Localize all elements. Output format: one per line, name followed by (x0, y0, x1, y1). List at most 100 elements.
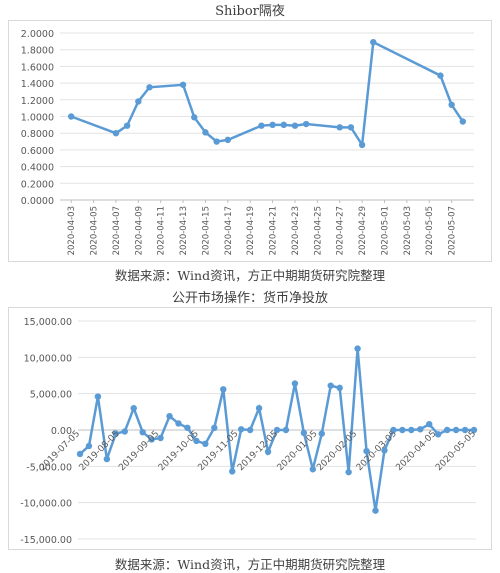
data-point (229, 468, 236, 475)
chart2-title: 公开市场操作：货币净投放 (171, 291, 328, 306)
data-point (282, 426, 290, 434)
y-tick-label: 0.00 (51, 426, 72, 437)
data-point (459, 118, 467, 125)
chart1-source: 数据来源：Wind资讯，方正中期期货研究院整理 (114, 268, 386, 283)
x-tick-label: 2020-05-01 (380, 206, 390, 255)
y-tick-label: 1.2000 (21, 96, 54, 107)
data-point (417, 426, 424, 433)
net-injection-chart-frame (8, 307, 492, 550)
data-point (434, 431, 442, 438)
x-tick-label: 2020-04-25 (313, 206, 323, 255)
y-tick-label: 0.2000 (21, 179, 54, 190)
data-point (202, 129, 209, 136)
x-tick-label: 2020-04-17 (224, 206, 234, 255)
y-tick-label: 10,000.00 (24, 353, 72, 364)
shibor-chart-frame (8, 20, 492, 262)
y-tick-label: 15,000.00 (24, 317, 72, 328)
data-point (390, 426, 397, 434)
data-point (202, 440, 209, 448)
data-point (255, 405, 263, 412)
x-tick-label: 2020-04-13 (179, 206, 189, 255)
x-tick-label: 2020-04-23 (291, 206, 301, 255)
data-point (103, 455, 111, 463)
data-point (437, 72, 444, 79)
x-tick-label: 2020-04-03 (67, 206, 77, 255)
data-point (300, 429, 308, 437)
data-point (408, 426, 415, 434)
shibor-chart: 0.0000 0.2000 0.4000 0.6000 0.8000 1.0000 1.20… (21, 29, 474, 255)
y-tick-label: 0.8000 (21, 129, 54, 140)
data-point (302, 120, 310, 128)
data-point (85, 442, 93, 450)
x-tick-label: 2020-04-05 (90, 206, 100, 255)
y-tick-label: 1.4000 (21, 79, 54, 90)
data-point (112, 430, 120, 437)
data-point (179, 81, 187, 88)
data-point (347, 124, 355, 131)
x-tick-label: 2020-04-15 (201, 206, 211, 255)
data-point (139, 428, 146, 436)
data-point (336, 124, 343, 131)
shibor-line (70, 40, 464, 149)
data-point (166, 412, 173, 420)
y-tick-label: 1.8000 (21, 46, 54, 57)
x-tick-label: 2020-04-19 (246, 206, 256, 255)
y-tick-label: 0.0000 (21, 196, 54, 207)
data-point (372, 507, 379, 514)
y-tick-label: 1.6000 (21, 62, 54, 73)
data-point (354, 345, 361, 352)
data-point (370, 38, 377, 46)
data-point (175, 420, 182, 427)
y-tick-label: -15,000.00 (20, 535, 72, 546)
data-point (67, 113, 75, 120)
data-point (291, 122, 299, 129)
y-tick-label: -10,000.00 (20, 499, 72, 510)
x-tick-label: 2020-05-05 (425, 206, 435, 255)
x-tick-label: 2020-04-07 (112, 206, 122, 255)
data-point (273, 426, 281, 434)
data-point (426, 420, 433, 428)
chart2-source: 数据来源：Wind资讯，方正中期期货研究院整理 (114, 557, 386, 572)
data-point (264, 448, 272, 455)
data-point (470, 426, 478, 434)
data-point (213, 138, 220, 145)
data-point (327, 382, 334, 389)
data-point (345, 468, 352, 476)
y-tick-label: -5,000.00 (26, 462, 72, 473)
x-tick-label: 2020-04-09 (134, 206, 144, 255)
x-tick-label: 2020-05-03 (403, 206, 413, 255)
data-point (191, 114, 198, 121)
data-point (148, 436, 155, 443)
data-point (121, 428, 128, 435)
data-point (280, 121, 287, 129)
data-point (336, 384, 343, 392)
data-point (269, 121, 276, 129)
x-tick-label: 2020-04-27 (336, 206, 346, 255)
data-point (76, 450, 84, 458)
data-point (112, 130, 120, 137)
data-point (193, 437, 200, 445)
data-point (358, 141, 366, 149)
chart1-title: Shibor隔夜 (215, 4, 285, 19)
y-tick-label: 0.6000 (21, 146, 54, 157)
data-point (123, 122, 131, 129)
x-tick-label: 2020-04-11 (157, 206, 167, 255)
data-point (291, 380, 299, 387)
data-point (461, 426, 469, 434)
data-point (146, 84, 153, 91)
data-point (448, 101, 455, 109)
y-tick-label: 0.4000 (21, 163, 54, 174)
data-point (318, 430, 325, 437)
data-point (94, 393, 102, 400)
data-point (258, 122, 265, 129)
data-point (211, 424, 218, 432)
data-point (220, 386, 227, 393)
x-tick-label: 2020-04-29 (358, 206, 368, 255)
data-point (399, 426, 406, 434)
data-point (246, 426, 254, 434)
x-tick-label: 2020-04-21 (269, 206, 279, 255)
x-tick-label: 2020-05-07 (448, 206, 458, 255)
y-tick-label: 2.0000 (21, 29, 54, 40)
y-tick-label: 1.0000 (21, 113, 54, 124)
